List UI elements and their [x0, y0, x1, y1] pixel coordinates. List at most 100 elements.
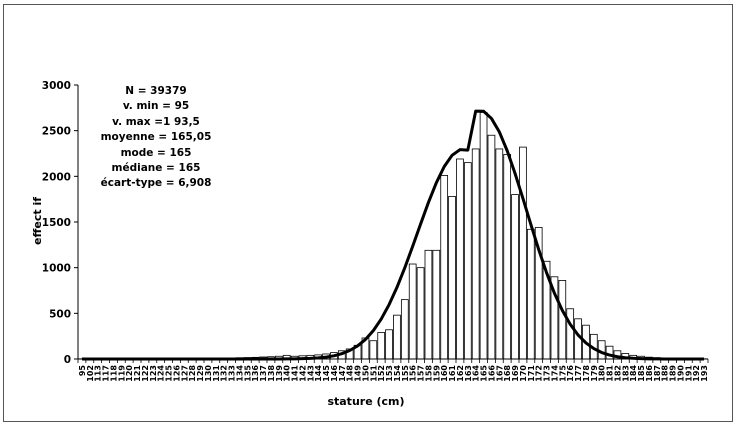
x-tick-label: 167 — [495, 365, 504, 382]
x-tick-label: 120 — [125, 365, 134, 382]
x-tick-label: 140 — [283, 365, 292, 382]
x-tick-label: 145 — [322, 365, 331, 382]
x-tick-label: 169 — [511, 365, 520, 382]
x-tick-label: 124 — [157, 365, 166, 382]
histogram-bar — [487, 134, 496, 360]
histogram-bar — [400, 299, 409, 360]
stat-median: médiane = 165 — [111, 162, 201, 175]
x-tick-label: 188 — [661, 365, 670, 382]
histogram-bar — [479, 112, 488, 360]
x-tick-label: 176 — [566, 365, 575, 382]
histogram-bar — [471, 148, 480, 360]
histogram-bar — [377, 332, 386, 360]
y-tick-label: 500 — [49, 308, 71, 320]
x-tick-label: 172 — [535, 365, 544, 382]
x-tick-label: 118 — [109, 365, 118, 382]
x-tick-label: 139 — [275, 365, 284, 382]
x-tick-label: 159 — [432, 365, 441, 382]
x-tick-label: 151 — [369, 365, 378, 382]
histogram-bar — [369, 340, 378, 360]
x-tick-label: 154 — [393, 365, 402, 382]
x-tick-label: 170 — [519, 365, 528, 382]
x-tick-label: 171 — [527, 365, 536, 382]
y-tick-label: 2500 — [42, 126, 71, 138]
x-tick-label: 146 — [330, 365, 339, 382]
y-tick-label: 0 — [64, 354, 71, 366]
x-tick-label: 150 — [361, 365, 370, 382]
x-tick-label: 186 — [645, 365, 654, 382]
x-tick-label: 125 — [165, 365, 174, 382]
x-tick-label: 133 — [228, 365, 237, 382]
x-tick-label: 156 — [409, 365, 418, 382]
x-tick-label: 163 — [464, 365, 473, 382]
stat-max: v. max =1 93,5 — [112, 115, 200, 128]
x-tick-label: 123 — [149, 365, 158, 382]
x-tick-label: 174 — [550, 365, 559, 382]
x-tick-label: 183 — [621, 365, 630, 382]
y-tick-label: 1500 — [42, 217, 71, 229]
x-tick-label: 143 — [306, 365, 315, 382]
x-tick-label: 180 — [598, 365, 607, 382]
x-tick-label: 175 — [558, 365, 567, 382]
stat-mean: moyenne = 165,05 — [100, 131, 212, 144]
chart-frame: 0 500 1000 1500 2000 2500 3000 95 102 113 117 118 1… — [3, 4, 733, 422]
x-tick-label: 185 — [637, 365, 646, 382]
histogram-bar — [463, 162, 472, 360]
histogram-bar — [424, 249, 433, 360]
x-tick-label: 134 — [235, 365, 244, 382]
summary-statistics: N = 39379 v. min = 95 v. max =1 93,5 moy… — [96, 84, 216, 192]
histogram-bar — [566, 308, 575, 360]
x-tick-label: 127 — [180, 365, 189, 382]
x-tick-label: 178 — [582, 365, 591, 382]
x-tick-label: 130 — [204, 365, 213, 382]
x-tick-label: 179 — [590, 365, 599, 382]
x-tick-label: 162 — [456, 365, 465, 382]
x-tick-label: 152 — [377, 365, 386, 382]
x-tick-label: 122 — [141, 365, 150, 382]
y-tick-label: 3000 — [42, 80, 71, 92]
x-tick-label: 138 — [267, 365, 276, 382]
x-tick-label: 144 — [314, 365, 323, 382]
x-tick-label: 117 — [102, 365, 111, 382]
x-tick-label: 129 — [196, 365, 205, 382]
x-tick-label: 136 — [251, 365, 260, 382]
x-tick-label: 192 — [692, 365, 701, 382]
y-axis-label: effect if — [31, 197, 44, 245]
x-tick-label: 190 — [676, 365, 685, 382]
histogram-bar — [393, 314, 401, 360]
x-tick-label: 189 — [669, 365, 678, 382]
x-tick-label: 119 — [117, 365, 126, 382]
histogram-bar — [440, 175, 449, 360]
x-tick-label: 102 — [86, 365, 95, 382]
x-tick-label: 161 — [448, 365, 457, 382]
histogram-bar — [448, 196, 456, 360]
x-tick-label: 128 — [188, 365, 197, 382]
y-tick-label: 1000 — [42, 263, 71, 275]
x-tick-label: 158 — [424, 365, 433, 382]
x-tick-label: 166 — [487, 365, 496, 382]
x-tick-label: 137 — [259, 365, 268, 382]
histogram-bar — [416, 267, 425, 360]
x-tick-label: 168 — [503, 365, 512, 382]
x-axis-label: stature (cm) — [327, 395, 404, 408]
x-tick-label: 142 — [298, 365, 307, 382]
stat-n: N = 39379 — [125, 85, 187, 97]
x-tick-label: 95 — [78, 365, 87, 377]
x-tick-label: 177 — [574, 365, 583, 382]
stat-min: v. min = 95 — [122, 100, 190, 113]
x-tick-label: 184 — [629, 365, 638, 382]
x-tick-label: 187 — [653, 365, 662, 382]
x-tick-label: 173 — [543, 365, 552, 382]
x-tick-label: 135 — [243, 365, 252, 382]
x-tick-label: 147 — [338, 365, 347, 382]
x-tick-label: 131 — [212, 365, 221, 382]
x-tick-label: 191 — [684, 365, 693, 382]
x-tick-label: 153 — [385, 365, 394, 382]
histogram-bar — [408, 263, 417, 360]
x-tick-label: 148 — [346, 365, 355, 382]
x-tick-label: 164 — [472, 365, 481, 382]
stat-mode: mode = 165 — [120, 146, 192, 159]
x-tick-label: 182 — [613, 365, 622, 382]
x-tick-label: 126 — [172, 365, 181, 382]
